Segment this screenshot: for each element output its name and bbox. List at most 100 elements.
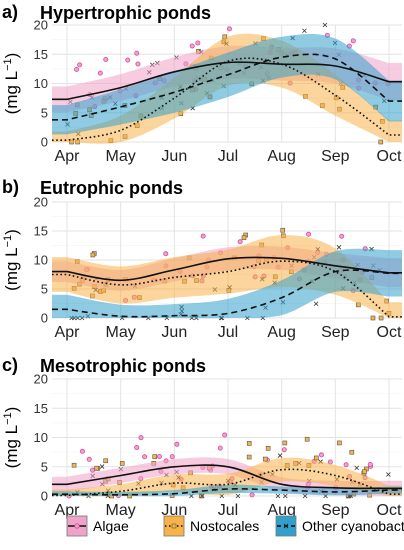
other-cyanobacteria-point — [275, 493, 281, 499]
algae-point — [74, 66, 80, 72]
bands — [52, 457, 402, 497]
y-tick-label: 15 — [34, 224, 48, 239]
other-cyanobacteria-point — [282, 493, 288, 499]
nostocales-point — [262, 456, 268, 462]
nostocales-point — [119, 461, 125, 466]
legend-label-other: Other cyanobacteria — [302, 518, 404, 534]
nostocales-line — [52, 468, 402, 497]
algae-point — [249, 492, 255, 498]
other-cyanobacteria-point — [313, 301, 319, 307]
panel-label: a) — [2, 2, 18, 22]
algae-point — [350, 38, 356, 44]
panel-title: Mesotrophic ponds — [40, 356, 206, 376]
algae-point — [343, 462, 349, 468]
y-tick-label: 0 — [41, 135, 48, 150]
algae-point — [318, 452, 324, 458]
other-line — [52, 53, 402, 121]
legend-marker-cross — [283, 523, 289, 529]
y-tick-label: 5 — [41, 459, 48, 474]
x-tick-label: Jul — [218, 502, 238, 519]
panel-label: c) — [2, 355, 18, 375]
nostocales-point — [103, 458, 108, 464]
nostocales-point — [280, 227, 286, 233]
y-axis-label-main: (mg L — [2, 247, 21, 290]
bands — [52, 33, 402, 144]
other-cyanobacteria-point — [99, 464, 105, 469]
y-axis-label: (mg L−1) — [2, 229, 21, 291]
y-tick-label: 15 — [34, 401, 48, 416]
nostocales-point — [378, 139, 384, 145]
nostocales-point — [370, 315, 376, 321]
other-band — [52, 248, 402, 319]
x-tick-label: Sep — [321, 502, 350, 519]
nostocales-point — [362, 469, 367, 475]
panel-title: Eutrophic ponds — [40, 178, 183, 198]
algae-point — [134, 50, 140, 56]
algae-point — [86, 456, 92, 462]
algae-point — [156, 453, 162, 459]
x-tick-label: Oct — [377, 324, 402, 341]
algae-point — [217, 445, 223, 451]
panel-3: 0 5 10 15 20 Apr May Jun Jul Aug Sep Oct (mg L−1) c) M… — [2, 355, 402, 519]
legend-marker-circle — [74, 523, 80, 529]
bands — [52, 235, 402, 319]
algae-point — [135, 61, 141, 67]
algae-point — [339, 233, 345, 239]
y-axis-label: (mg L−1) — [2, 407, 21, 469]
panel-title: Hypertrophic ponds — [40, 3, 211, 23]
x-tick-label: Sep — [321, 148, 350, 165]
other-cyanobacteria-point — [199, 493, 205, 499]
nostocales-point — [241, 235, 247, 241]
y-tick-label: 15 — [34, 47, 48, 62]
y-axis-label-exponent: −1 — [2, 235, 14, 248]
algae-point — [222, 432, 228, 438]
panel-label: b) — [2, 177, 19, 197]
x-tick-label: May — [106, 502, 136, 519]
nostocales-point — [349, 449, 355, 455]
y-axis-label-exponent: −1 — [2, 58, 14, 71]
algae-point — [226, 26, 232, 32]
fit-lines — [52, 256, 402, 318]
y-tick-label: 0 — [41, 489, 48, 504]
other-cyanobacteria-point — [302, 28, 307, 34]
y-tick-label: 20 — [34, 195, 48, 210]
x-tick-label: Aug — [267, 148, 295, 165]
x-tick-label: Jul — [218, 148, 238, 165]
y-axis-label-main: (mg L — [2, 425, 21, 468]
algae-point — [142, 454, 148, 460]
legend: Algae Nostocales Other cyanobacteria — [66, 515, 404, 537]
algae-point — [189, 43, 195, 49]
y-tick-label: 5 — [41, 282, 48, 297]
nostocales-point — [314, 455, 319, 461]
y-tick-label: 5 — [41, 105, 48, 120]
nostocales-line — [52, 57, 402, 141]
nostocales-point — [246, 441, 252, 446]
y-axis-label-main: (mg L — [2, 71, 21, 114]
algae-point — [281, 447, 287, 453]
x-tick-label: Apr — [55, 148, 81, 165]
y-tick-label: 10 — [34, 76, 48, 91]
x-tick-label: Jun — [161, 324, 187, 341]
x-tick-label: Aug — [267, 324, 295, 341]
algae-point — [237, 239, 243, 245]
algae-line — [52, 61, 402, 101]
algae-point — [103, 57, 109, 63]
y-tick-label: 20 — [34, 18, 48, 33]
fit-lines — [52, 464, 402, 497]
other-cyanobacteria-point — [277, 453, 283, 458]
other-line — [52, 269, 402, 318]
algae-point — [163, 251, 169, 257]
y-tick-label: 10 — [34, 430, 48, 445]
algae-point — [174, 441, 180, 447]
algae-point — [134, 445, 140, 451]
algae-point — [138, 435, 144, 441]
algae-point — [79, 448, 85, 454]
x-tick-label: Apr — [55, 324, 81, 341]
x-tick-label: Aug — [267, 502, 295, 519]
y-tick-label: 0 — [41, 311, 48, 326]
x-tick-label: Apr — [55, 502, 81, 519]
nostocales-band — [52, 457, 402, 497]
y-tick-label: 20 — [34, 372, 48, 387]
nostocales-point — [378, 315, 384, 321]
